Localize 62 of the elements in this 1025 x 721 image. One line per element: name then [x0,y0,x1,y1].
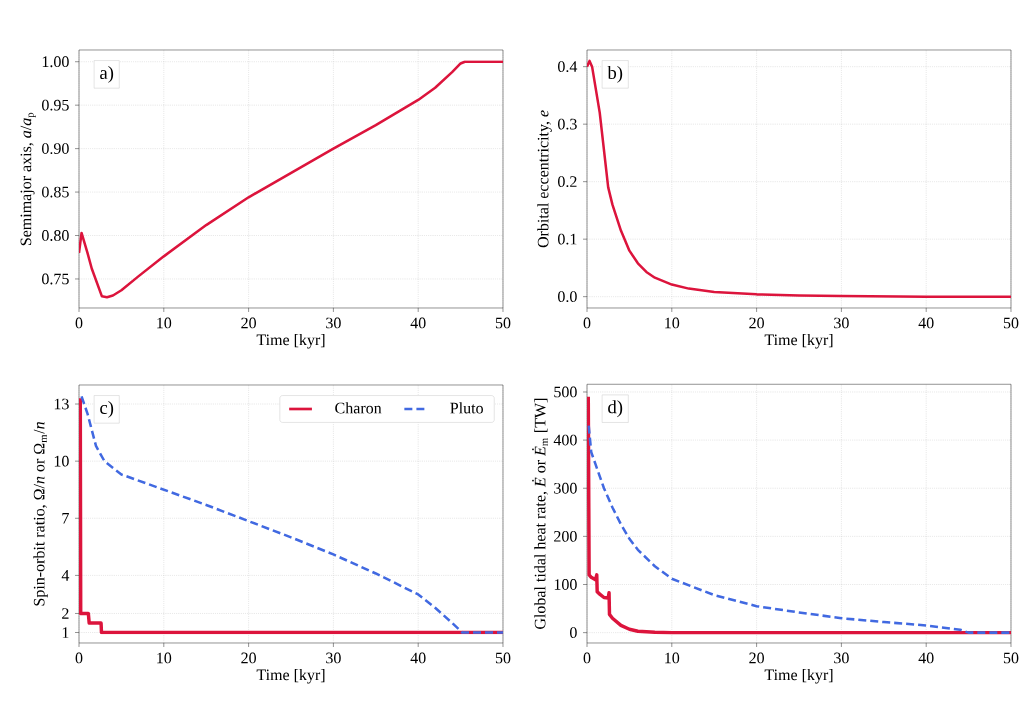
x-axis-title: Time [kyr] [256,333,325,349]
x-tick-label: 30 [834,317,849,329]
x-tick-label: 0 [583,652,591,664]
y-axis-title: Orbital eccentricity, e [537,110,552,248]
y-axis-title: Semimajor axis, a/a$_{p}$ [20,112,36,246]
y-tick-label: 0.95 [42,99,69,111]
y-tick-label: 0.0 [558,291,577,303]
y-tick-label: 7 [62,513,69,524]
annotation: c) [100,400,114,418]
x-tick-label: 50 [495,317,511,329]
y-tick-label: 400 [553,434,577,446]
y-tick-label: 0.3 [558,118,577,130]
y-tick-label: 0.75 [42,273,69,285]
x-tick-label: 0 [583,317,591,329]
y-tick-label: 0.85 [42,186,69,198]
x-tick-label: 40 [918,652,934,664]
legend-label: Charon [335,402,382,414]
x-tick-label: 0 [75,317,83,329]
x-tick-label: 20 [749,317,764,329]
line-series [587,59,1011,298]
x-tick-label: 20 [241,652,256,664]
x-axis-title: Time [kyr] [764,333,833,349]
y-tick-label: 200 [554,530,577,542]
annotation: d) [608,400,623,418]
y-tick-label: 0.90 [42,143,69,155]
x-tick-label: 50 [495,652,511,664]
x-tick-label: 10 [157,317,172,329]
annotation: a) [100,65,114,83]
y-tick-label: 0.4 [558,61,578,73]
y-tick-label: 300 [554,482,577,494]
x-tick-label: 0 [75,652,83,664]
x-tick-label: 40 [410,317,426,329]
y-tick-label: 0.80 [42,230,69,241]
x-tick-label: 40 [410,652,426,664]
x-tick-label: 30 [326,652,341,664]
annotation: b) [607,65,623,83]
x-axis-title: Time [kyr] [256,668,325,684]
x-tick-label: 20 [749,652,764,664]
x-tick-label: 10 [157,652,172,664]
y-axis-title: Global tidal heat rate, Ė or Ė$_{m}$ [TW] [532,398,548,629]
x-tick-label: 20 [241,317,256,329]
x-tick-label: 40 [918,317,934,329]
x-tick-label: 50 [1003,652,1019,664]
y-tick-label: 10 [54,455,69,467]
y-axis-title: Spin-orbit ratio, Ω/n or Ω$_{m}$/n [33,422,48,606]
x-tick-label: 30 [326,317,341,329]
y-tick-label: 0.2 [558,176,577,188]
y-tick-label: 100 [554,579,577,590]
legend-label: Pluto [450,402,483,414]
x-axis-title: Time [kyr] [764,668,833,684]
y-tick-label: 1 [62,627,69,638]
y-tick-label: 4 [61,570,70,581]
y-tick-label: 13 [54,398,69,410]
y-tick-label: 0 [570,627,577,639]
x-tick-label: 30 [834,652,849,664]
x-tick-label: 10 [665,652,680,664]
x-tick-label: 50 [1003,317,1019,329]
y-tick-label: 500 [554,386,577,398]
y-tick-label: 2 [62,608,69,619]
y-tick-label: 1.00 [42,56,69,68]
x-tick-label: 10 [665,317,680,329]
y-tick-label: 0.1 [558,233,577,245]
